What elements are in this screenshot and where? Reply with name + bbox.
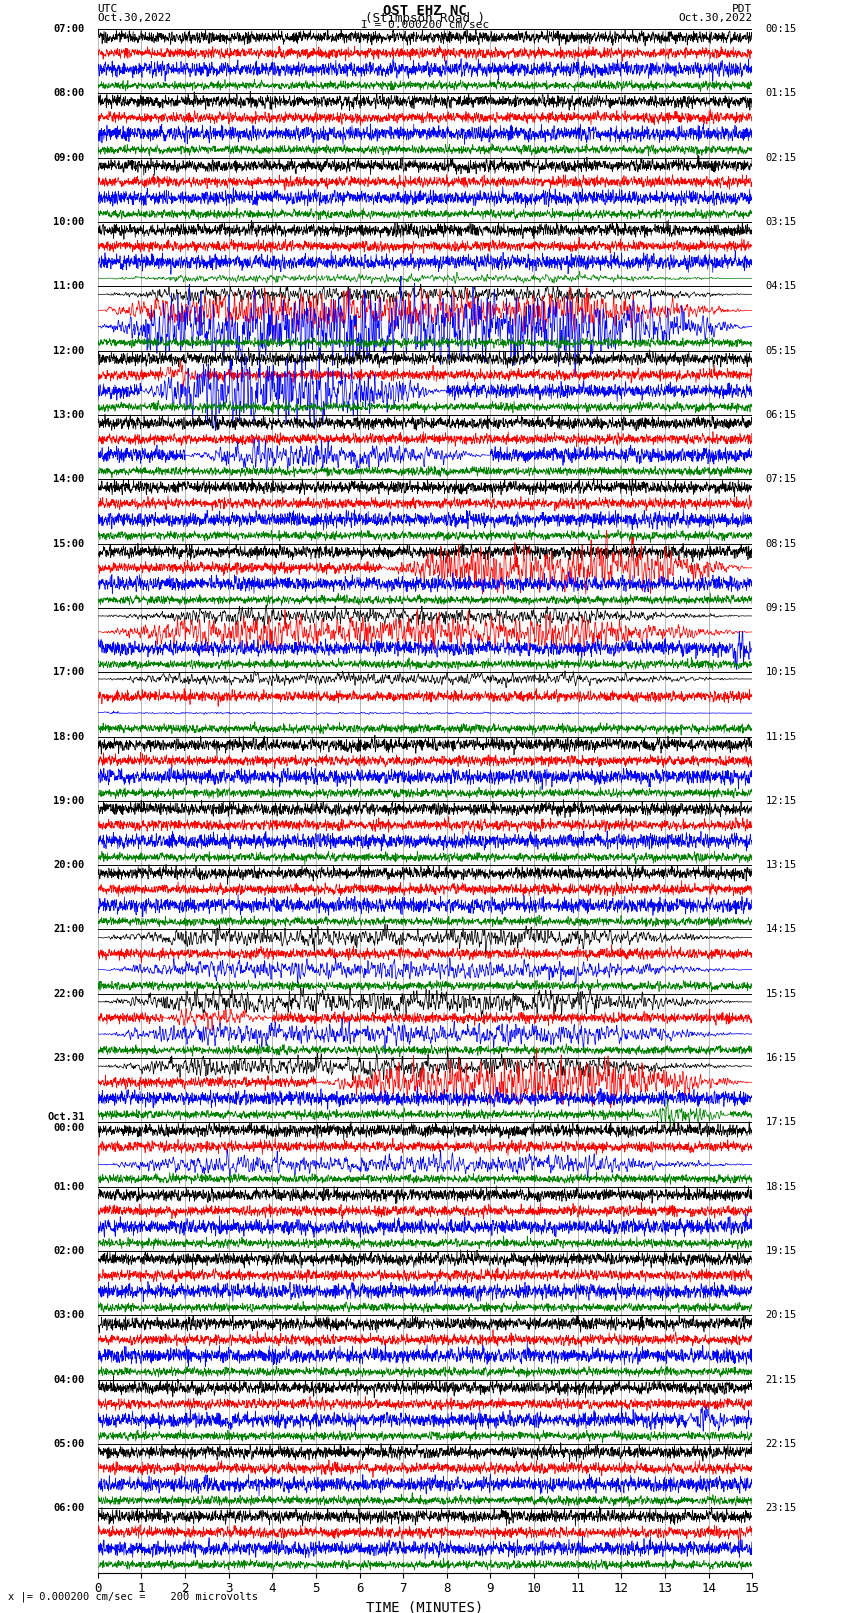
Text: Oct.30,2022: Oct.30,2022 [98, 13, 172, 23]
Text: 02:15: 02:15 [765, 153, 796, 163]
Text: OST EHZ NC: OST EHZ NC [383, 5, 467, 18]
Text: Oct.31
00:00: Oct.31 00:00 [47, 1111, 85, 1134]
Text: 20:15: 20:15 [765, 1310, 796, 1321]
Text: 17:00: 17:00 [54, 668, 85, 677]
Text: 08:00: 08:00 [54, 89, 85, 98]
Text: 22:00: 22:00 [54, 989, 85, 998]
Text: 13:15: 13:15 [765, 860, 796, 869]
Text: 14:15: 14:15 [765, 924, 796, 934]
Text: 01:15: 01:15 [765, 89, 796, 98]
Text: 19:15: 19:15 [765, 1247, 796, 1257]
Text: 14:00: 14:00 [54, 474, 85, 484]
Text: 08:15: 08:15 [765, 539, 796, 548]
Text: 06:00: 06:00 [54, 1503, 85, 1513]
Text: 03:00: 03:00 [54, 1310, 85, 1321]
Text: 18:00: 18:00 [54, 732, 85, 742]
Text: 05:15: 05:15 [765, 345, 796, 355]
Text: 09:00: 09:00 [54, 153, 85, 163]
X-axis label: TIME (MINUTES): TIME (MINUTES) [366, 1602, 484, 1613]
Text: 13:00: 13:00 [54, 410, 85, 419]
Text: 07:00: 07:00 [54, 24, 85, 34]
Text: 16:15: 16:15 [765, 1053, 796, 1063]
Text: 21:00: 21:00 [54, 924, 85, 934]
Text: UTC: UTC [98, 5, 118, 15]
Text: 16:00: 16:00 [54, 603, 85, 613]
Text: 12:00: 12:00 [54, 345, 85, 355]
Text: 19:00: 19:00 [54, 795, 85, 806]
Text: I = 0.000200 cm/sec: I = 0.000200 cm/sec [361, 19, 489, 31]
Text: 21:15: 21:15 [765, 1374, 796, 1384]
Text: 11:00: 11:00 [54, 281, 85, 292]
Text: 11:15: 11:15 [765, 732, 796, 742]
Text: 05:00: 05:00 [54, 1439, 85, 1448]
Text: 23:00: 23:00 [54, 1053, 85, 1063]
Text: 06:15: 06:15 [765, 410, 796, 419]
Text: 12:15: 12:15 [765, 795, 796, 806]
Text: 04:15: 04:15 [765, 281, 796, 292]
Text: 15:15: 15:15 [765, 989, 796, 998]
Text: 04:00: 04:00 [54, 1374, 85, 1384]
Text: 20:00: 20:00 [54, 860, 85, 869]
Text: 17:15: 17:15 [765, 1118, 796, 1127]
Text: (Stimpson Road ): (Stimpson Road ) [365, 11, 485, 26]
Text: x |= 0.000200 cm/sec =    200 microvolts: x |= 0.000200 cm/sec = 200 microvolts [8, 1590, 258, 1602]
Text: 10:15: 10:15 [765, 668, 796, 677]
Text: 18:15: 18:15 [765, 1182, 796, 1192]
Text: Oct.30,2022: Oct.30,2022 [678, 13, 752, 23]
Text: 03:15: 03:15 [765, 218, 796, 227]
Text: 15:00: 15:00 [54, 539, 85, 548]
Text: 10:00: 10:00 [54, 218, 85, 227]
Text: 22:15: 22:15 [765, 1439, 796, 1448]
Text: 02:00: 02:00 [54, 1247, 85, 1257]
Text: 01:00: 01:00 [54, 1182, 85, 1192]
Text: 23:15: 23:15 [765, 1503, 796, 1513]
Text: PDT: PDT [732, 5, 752, 15]
Text: 00:15: 00:15 [765, 24, 796, 34]
Text: 07:15: 07:15 [765, 474, 796, 484]
Text: 09:15: 09:15 [765, 603, 796, 613]
